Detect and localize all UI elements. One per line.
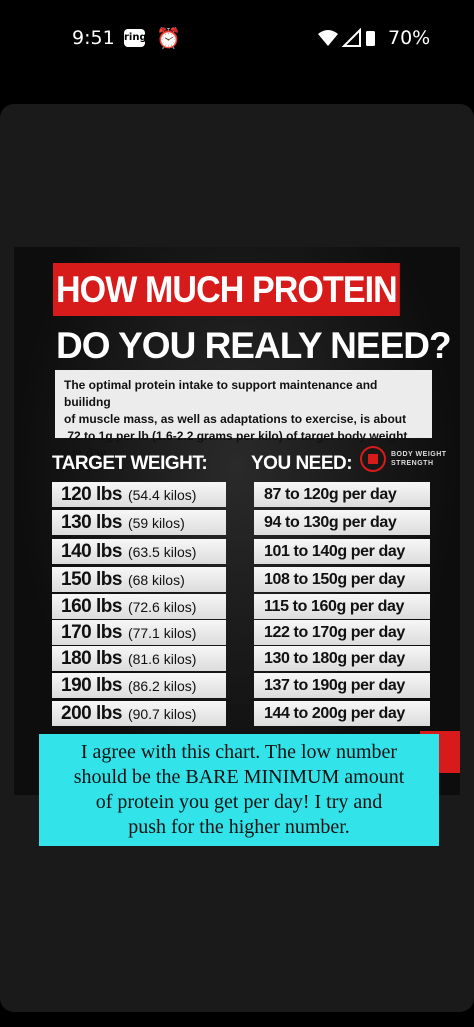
weight-kilos: (77.1 kilos) (127, 625, 197, 641)
weight-lbs: 160 lbs (61, 596, 122, 617)
weight-kilos: (63.5 kilos) (127, 544, 197, 560)
protein-need-cell: 130 to 180g per day (254, 646, 430, 671)
weight-lbs: 170 lbs (61, 622, 122, 643)
weight-kilos: (72.6 kilos) (127, 599, 197, 615)
protein-need-cell: 94 to 130g per day (254, 510, 430, 535)
weight-lbs: 200 lbs (61, 703, 122, 724)
protein-need-cell: 137 to 190g per day (254, 673, 430, 698)
wifi-icon (318, 30, 338, 46)
weight-cell: 150 lbs (68 kilos) (52, 567, 226, 592)
alarm-icon: ⏰ (156, 26, 181, 50)
logo-line-1: BODY WEIGHT (391, 451, 447, 458)
target-weight-header: TARGET WEIGHT: (52, 453, 208, 474)
comment-line: I agree with this chart. The low number (80, 741, 398, 763)
weight-cell: 200 lbs (90.7 kilos) (52, 701, 226, 726)
intro-line: .72 to 1g per lb (1.6-2.2 grams per kilo… (64, 429, 408, 460)
status-bar: 9:51 ring ⏰ 70% (0, 0, 474, 78)
weight-kilos: (81.6 kilos) (127, 651, 197, 667)
weight-cell: 130 lbs (59 kilos) (52, 510, 226, 535)
clock: 9:51 (72, 27, 115, 49)
weight-lbs: 140 lbs (61, 541, 122, 562)
wifi-signal-icons (318, 28, 375, 47)
weight-lbs: 180 lbs (61, 648, 122, 669)
weight-lbs: 190 lbs (61, 675, 122, 696)
weight-cell: 170 lbs (77.1 kilos) (52, 620, 226, 645)
weight-lbs: 130 lbs (61, 512, 122, 533)
protein-need-cell: 108 to 150g per day (254, 567, 430, 592)
weight-lbs: 120 lbs (61, 484, 122, 505)
intro-line: The optimal protein intake to support ma… (64, 378, 378, 409)
protein-need-cell: 115 to 160g per day (254, 594, 430, 619)
protein-need-cell: 87 to 120g per day (254, 482, 430, 507)
weight-kilos: (90.7 kilos) (127, 706, 197, 722)
protein-poster: HOW MUCH PROTEIN DO YOU REALY NEED? The … (14, 247, 460, 795)
weight-cell: 180 lbs (81.6 kilos) (52, 646, 226, 671)
poster-headline-1: HOW MUCH PROTEIN (53, 263, 400, 316)
weight-kilos: (59 kilos) (127, 515, 185, 531)
protein-need-cell: 101 to 140g per day (254, 539, 430, 564)
weight-kilos: (86.2 kilos) (127, 678, 197, 694)
battery-percent: 70% (388, 27, 431, 49)
weight-cell: 190 lbs (86.2 kilos) (52, 673, 226, 698)
weight-cell: 120 lbs (54.4 kilos) (52, 482, 226, 507)
comment-line: of protein you get per day! I try and (95, 791, 383, 813)
comment-line: push for the higher number. (128, 816, 350, 838)
comment-line: should be the BARE MINIMUM amount (73, 766, 405, 788)
weight-cell: 160 lbs (72.6 kilos) (52, 594, 226, 619)
you-need-header: YOU NEED: (251, 453, 353, 474)
ring-app-icon: ring (124, 29, 147, 47)
intro-line: of muscle mass, as well as adaptations t… (64, 412, 407, 426)
weight-cell: 140 lbs (63.5 kilos) (52, 539, 226, 564)
logo-line-2: STRENGTH (391, 460, 434, 467)
weight-lbs: 150 lbs (61, 569, 122, 590)
weight-kilos: (54.4 kilos) (127, 487, 197, 503)
battery-icon (366, 31, 375, 46)
comment-overlay: I agree with this chart. The low number … (39, 734, 439, 846)
cell-signal-icon (341, 28, 361, 47)
weight-kilos: (68 kilos) (127, 572, 185, 588)
protein-need-cell: 122 to 170g per day (254, 620, 430, 645)
logo-badge-icon (360, 446, 386, 472)
protein-need-cell: 144 to 200g per day (254, 701, 430, 726)
poster-intro: The optimal protein intake to support ma… (55, 370, 432, 460)
brand-logo: BODY WEIGHT STRENGTH (360, 444, 450, 478)
poster-headline-2: DO YOU REALY NEED? (56, 325, 452, 366)
